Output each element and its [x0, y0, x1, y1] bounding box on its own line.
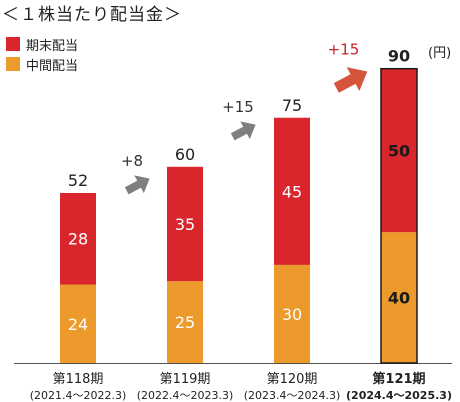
- legend-item-interim: 中間配当: [6, 54, 78, 74]
- increment-arrow-2: [333, 67, 368, 93]
- increment-arrow-1: [230, 121, 256, 141]
- period-label-1: (2022.4～2023.3): [137, 389, 234, 402]
- total-label-3: 90: [388, 47, 410, 66]
- unit-label: (円): [428, 46, 452, 61]
- bar-interim-0: [60, 284, 96, 363]
- bar-year-end-1: [167, 166, 203, 282]
- total-label-2: 75: [282, 96, 302, 115]
- category-label-3: 第121期: [372, 371, 425, 387]
- legend-swatch-interim: [6, 57, 20, 71]
- bar-interim-1: [167, 281, 203, 363]
- legend-label-interim: 中間配当: [26, 58, 79, 74]
- value-label-interim-2: 30: [282, 305, 302, 324]
- bar-interim-2: [274, 264, 310, 363]
- value-label-interim-1: 25: [175, 313, 195, 332]
- chart-legend: 期末配当 中間配当: [6, 34, 78, 74]
- category-label-0: 第118期: [53, 372, 104, 387]
- increment-arrow-shape-2: [333, 67, 368, 93]
- total-label-1: 60: [175, 145, 195, 164]
- legend-label-year-end: 期末配当: [26, 38, 79, 54]
- increment-label-1: +15: [222, 98, 254, 116]
- increment-arrow-shape-1: [230, 121, 256, 141]
- category-label-1: 第119期: [160, 372, 211, 387]
- bar-interim-3: [381, 232, 417, 363]
- value-label-year-end-3: 50: [388, 141, 410, 160]
- increment-label-2: +15: [328, 40, 360, 58]
- period-label-2: (2023.4～2024.3): [244, 389, 341, 402]
- category-label-2: 第120期: [267, 372, 318, 387]
- value-label-interim-0: 24: [68, 315, 88, 334]
- bar-year-end-2: [274, 117, 310, 265]
- period-label-3: (2024.4～2025.3): [346, 389, 452, 402]
- period-label-0: (2021.4～2022.3): [30, 389, 127, 402]
- increment-label-0: +8: [121, 152, 143, 170]
- legend-swatch-year-end: [6, 37, 20, 51]
- bar-year-end-0: [60, 192, 96, 285]
- value-label-year-end-0: 28: [68, 230, 88, 249]
- total-label-0: 52: [68, 171, 88, 190]
- value-label-year-end-2: 45: [282, 182, 302, 201]
- legend-item-year-end: 期末配当: [6, 34, 78, 54]
- increment-arrow-0: [124, 175, 150, 195]
- chart-title: ＜１株当たり配当金＞: [2, 5, 182, 25]
- value-label-year-end-1: 35: [175, 215, 195, 234]
- bar-year-end-3: [381, 68, 417, 233]
- increment-arrow-shape-0: [124, 175, 150, 195]
- value-label-interim-3: 40: [388, 289, 410, 308]
- bar-highlight-outline: [380, 67, 418, 364]
